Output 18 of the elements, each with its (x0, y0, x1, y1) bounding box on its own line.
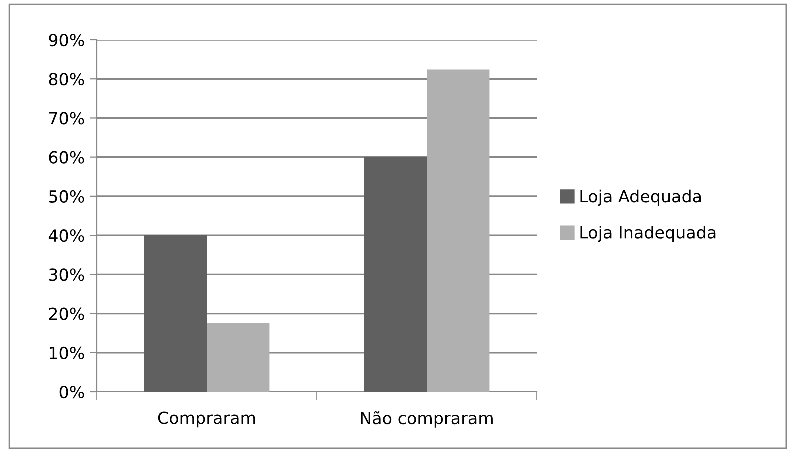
bar (207, 323, 270, 392)
y-tick-label: 40% (48, 230, 84, 242)
bar (427, 70, 490, 392)
y-tick-label: 80% (49, 73, 84, 86)
x-tick-label: Não compraram (361, 411, 493, 428)
y-tick-label: 30% (49, 268, 84, 282)
x-tick-label: Compraram (158, 412, 256, 428)
legend-label: Loja Inadequada (580, 226, 716, 242)
bar (364, 157, 427, 392)
y-tick-label: 70% (50, 112, 84, 125)
y-tick-label: 90% (49, 34, 84, 47)
bar (144, 236, 207, 392)
y-tick-label: 20% (49, 308, 84, 320)
y-tick-label: 10% (50, 346, 84, 360)
y-tick-label: 0% (60, 386, 84, 399)
legend-label: Loja Adequada (580, 190, 702, 206)
y-tick-label: 60% (49, 151, 84, 164)
y-tick-label: 50% (49, 190, 84, 204)
